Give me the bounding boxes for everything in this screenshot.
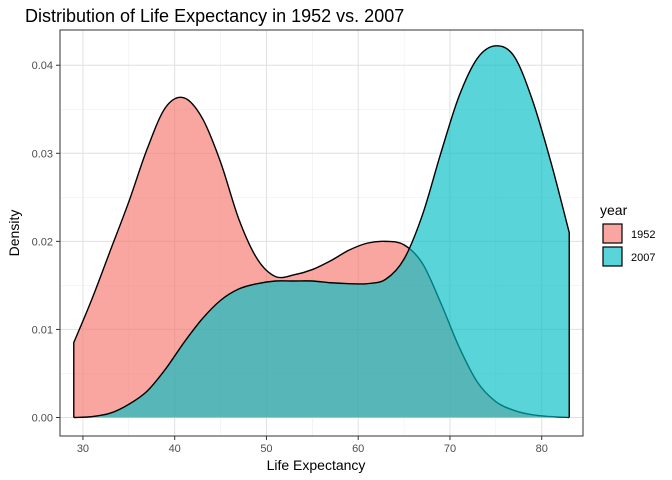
y-tick-label: 0.02 — [32, 236, 53, 248]
series-layer — [73, 45, 570, 419]
y-axis-title: Density — [6, 210, 22, 257]
plot-border — [59, 29, 584, 437]
x-tick-label: 40 — [169, 443, 181, 455]
legend-label-2007: 2007 — [631, 252, 655, 264]
legend-label-1952: 1952 — [631, 229, 655, 241]
x-axis-title: Life Expectancy — [267, 457, 366, 473]
y-tick-label: 0.04 — [32, 60, 53, 72]
density-outline-2007 — [73, 45, 570, 419]
x-tick-label: 30 — [77, 443, 89, 455]
x-tick-label: 60 — [352, 443, 364, 455]
x-tick-label: 80 — [536, 443, 548, 455]
legend-swatch-1952 — [602, 223, 623, 244]
y-axis-ticks: 0.00 0.01 0.02 0.03 0.04 — [32, 60, 60, 425]
x-axis-ticks: 30 40 50 60 70 80 — [77, 436, 548, 455]
y-tick-label: 0.01 — [32, 324, 53, 336]
x-tick-label: 50 — [260, 443, 272, 455]
y-tick-label: 0.00 — [32, 413, 53, 425]
x-tick-label: 70 — [444, 443, 456, 455]
legend-swatch-2007 — [602, 246, 623, 267]
legend-title: year — [600, 202, 628, 218]
chart-title: Distribution of Life Expectancy in 1952 … — [25, 6, 404, 26]
legend: 1952 2007 — [602, 223, 655, 267]
y-tick-label: 0.03 — [32, 148, 53, 160]
